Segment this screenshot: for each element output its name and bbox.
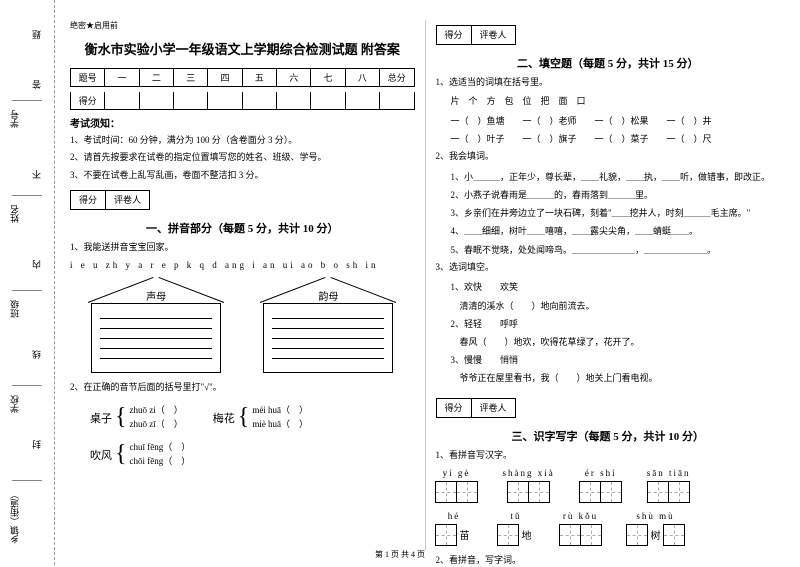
score-header: 总分 [380,69,413,86]
grader-label: 评卷人 [106,191,149,209]
fill-line: 一（ ）鱼塘 一（ ）老师 一（ ）松果 一（ ）井 [436,113,781,129]
fill-line: 1、欢快 欢笑 [436,279,781,295]
char-box-row: hé苗 tǔ地 rù kǒu shù mù树 [436,511,781,549]
brace-item: 梅花 { méi huā（ ）miè huā（ ） [213,404,308,431]
score-header: 三 [174,69,208,86]
score-label: 得分 [71,191,106,209]
house-diagram: 声母 韵母 [70,278,415,373]
confidential-label: 绝密★启用前 [70,20,415,31]
exam-title: 衡水市实验小学一年级语文上学期综合检测试题 附答案 [70,39,415,58]
right-column: 得分 评卷人 二、填空题（每题 5 分，共计 15 分） 1、选适当的词填在括号… [426,20,791,550]
score-table: 题号 一 二 三 四 五 六 七 八 总分 得分 [70,68,415,110]
margin-mark: 答 [30,80,43,89]
notice: 1、考试时间：60 分钟，满分为 100 分（含卷面分 3 分）。 [70,133,415,147]
scorer-box: 得分 评卷人 [436,398,516,418]
fill-line: 春风（ ）地欢，吹得花草绿了，花开了。 [436,334,781,350]
score-header: 四 [208,69,242,86]
score-header: 一 [105,69,139,86]
scorer-box: 得分 评卷人 [70,190,150,210]
grader-label: 评卷人 [472,399,515,417]
margin-mark: 封 [30,440,43,449]
score-row-label: 得分 [71,92,105,109]
page-footer: 第 1 页 共 4 页 [0,549,800,560]
fill-line: 2、轻轻 呼呼 [436,316,781,332]
house-label: 声母 [91,288,221,303]
score-header: 七 [311,69,345,86]
margin-label: 学号 [8,110,21,128]
fill-line: 爷爷正在屋里看书，我（ ）地关上门看电视。 [436,370,781,386]
question-text: 3、选词填空。 [436,261,781,275]
notice-title: 考试须知： [70,115,415,130]
score-label: 得分 [437,26,472,44]
margin-mark: 内 [30,260,43,269]
fill-line: 一（ ）叶子 一（ ）旗子 一（ ）菜子 一（ ）尺 [436,131,781,147]
fill-line: 3、乡亲们在井旁边立了一块石碑，刻着"＿＿挖井人，时刻＿＿＿毛主席。" [436,205,781,221]
question-text: 2、我会填词。 [436,150,781,164]
score-header: 八 [346,69,380,86]
fill-line: 3、慢慢 悄悄 [436,352,781,368]
left-column: 绝密★启用前 衡水市实验小学一年级语文上学期综合检测试题 附答案 题号 一 二 … [60,20,426,550]
question-text: 1、我能送拼音宝宝回家。 [70,241,415,255]
section-title: 二、填空题（每题 5 分，共计 15 分） [436,55,781,71]
fill-line: 2、小燕子说春雨是＿＿＿的，春雨落到＿＿＿里。 [436,187,781,203]
question-text: 2、在正确的音节后面的括号里打"√"。 [70,381,415,395]
margin-label: 姓名 [8,205,21,223]
grader-label: 评卷人 [472,26,515,44]
score-header: 二 [140,69,174,86]
margin-mark: 线 [30,350,43,359]
section-title: 一、拼音部分（每题 5 分，共计 10 分） [70,220,415,236]
margin-label: 乡镇（街道） [8,490,21,544]
margin-mark: 题 [30,30,43,39]
fill-line: 清清的溪水（ ）地向前流去。 [436,298,781,314]
score-header: 题号 [71,69,105,86]
word-bank: 片 个 方 包 位 把 面 口 [436,95,781,109]
score-header: 五 [243,69,277,86]
notice: 2、请首先按要求在试卷的指定位置填写您的姓名、班级、学号。 [70,150,415,164]
notice: 3、不要在试卷上乱写乱画，卷面不整洁扣 3 分。 [70,168,415,182]
brace-item: 桌子 { zhuō zi（ ）zhuō zī（ ） [90,404,183,431]
fill-line: 4、＿＿细细，树叶＿＿嘻嘻，＿＿露尖尖角，＿＿蜻蜓＿＿。 [436,223,781,239]
pinyin-letters: i e u zh y a r e p k q d ang i an ui ao … [70,260,415,270]
question-text: 1、看拼音写汉字。 [436,449,781,463]
margin-label: 班级 [8,300,21,318]
binding-margin: 乡镇（街道） 学校 班级 姓名 学号 封 线 内 不 答 题 [0,0,55,565]
char-box-row: yí gè shàng xià ér shí sān tiān [436,468,781,506]
question-text: 1、选适当的词填在括号里。 [436,76,781,90]
section-title: 三、识字写字（每题 5 分，共计 10 分） [436,428,781,444]
score-header: 六 [277,69,311,86]
margin-mark: 不 [30,170,43,179]
scorer-box: 得分 评卷人 [436,25,516,45]
fill-line: 5、春眠不觉晓，处处闻啼鸟。＿＿＿＿＿＿＿，＿＿＿＿＿＿＿。 [436,242,781,258]
fill-line: 1、小＿＿＿，正年少，尊长辈，＿＿礼貌，＿＿执，＿＿听，做错事，即改正。 [436,169,781,185]
margin-label: 学校 [8,395,21,413]
house-label: 韵母 [263,288,393,303]
score-label: 得分 [437,399,472,417]
brace-item: 吹风 { chuī fēng（ ）chōi fēng（ ） [90,441,415,468]
